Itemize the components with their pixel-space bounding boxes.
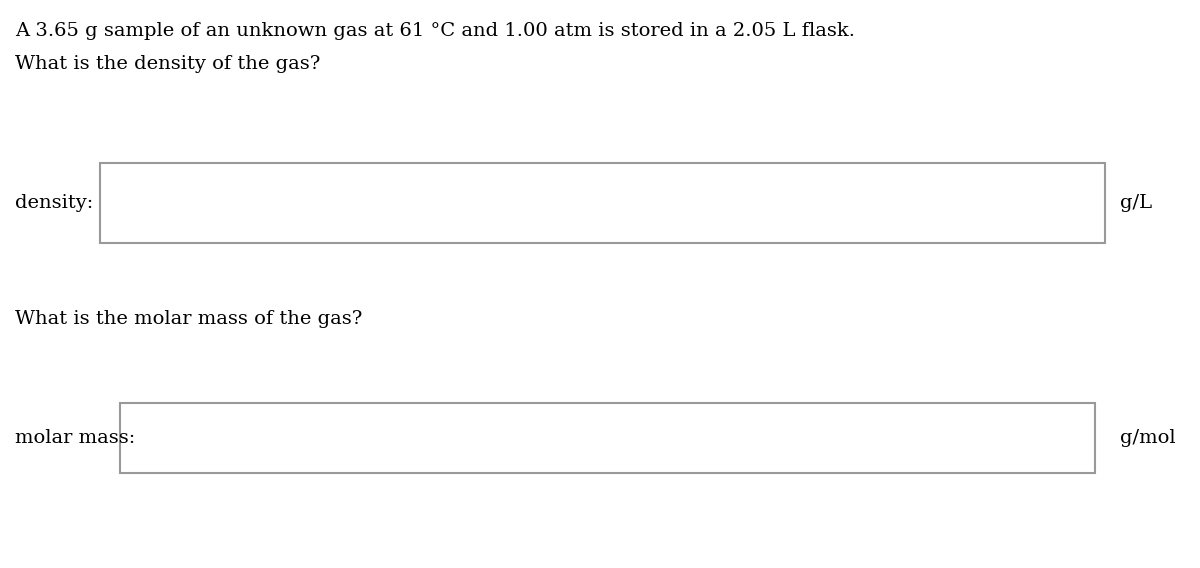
Text: molar mass:: molar mass: xyxy=(14,429,136,447)
Bar xyxy=(100,163,1105,243)
Text: density:: density: xyxy=(14,194,94,212)
Text: A 3.65 g sample of an unknown gas at 61 °C and 1.00 atm is stored in a 2.05 L fl: A 3.65 g sample of an unknown gas at 61 … xyxy=(14,22,854,40)
Text: What is the molar mass of the gas?: What is the molar mass of the gas? xyxy=(14,310,362,328)
Text: g/L: g/L xyxy=(1120,194,1152,212)
Text: g/mol: g/mol xyxy=(1120,429,1176,447)
Text: What is the density of the gas?: What is the density of the gas? xyxy=(14,55,320,73)
Bar xyxy=(120,403,1096,473)
